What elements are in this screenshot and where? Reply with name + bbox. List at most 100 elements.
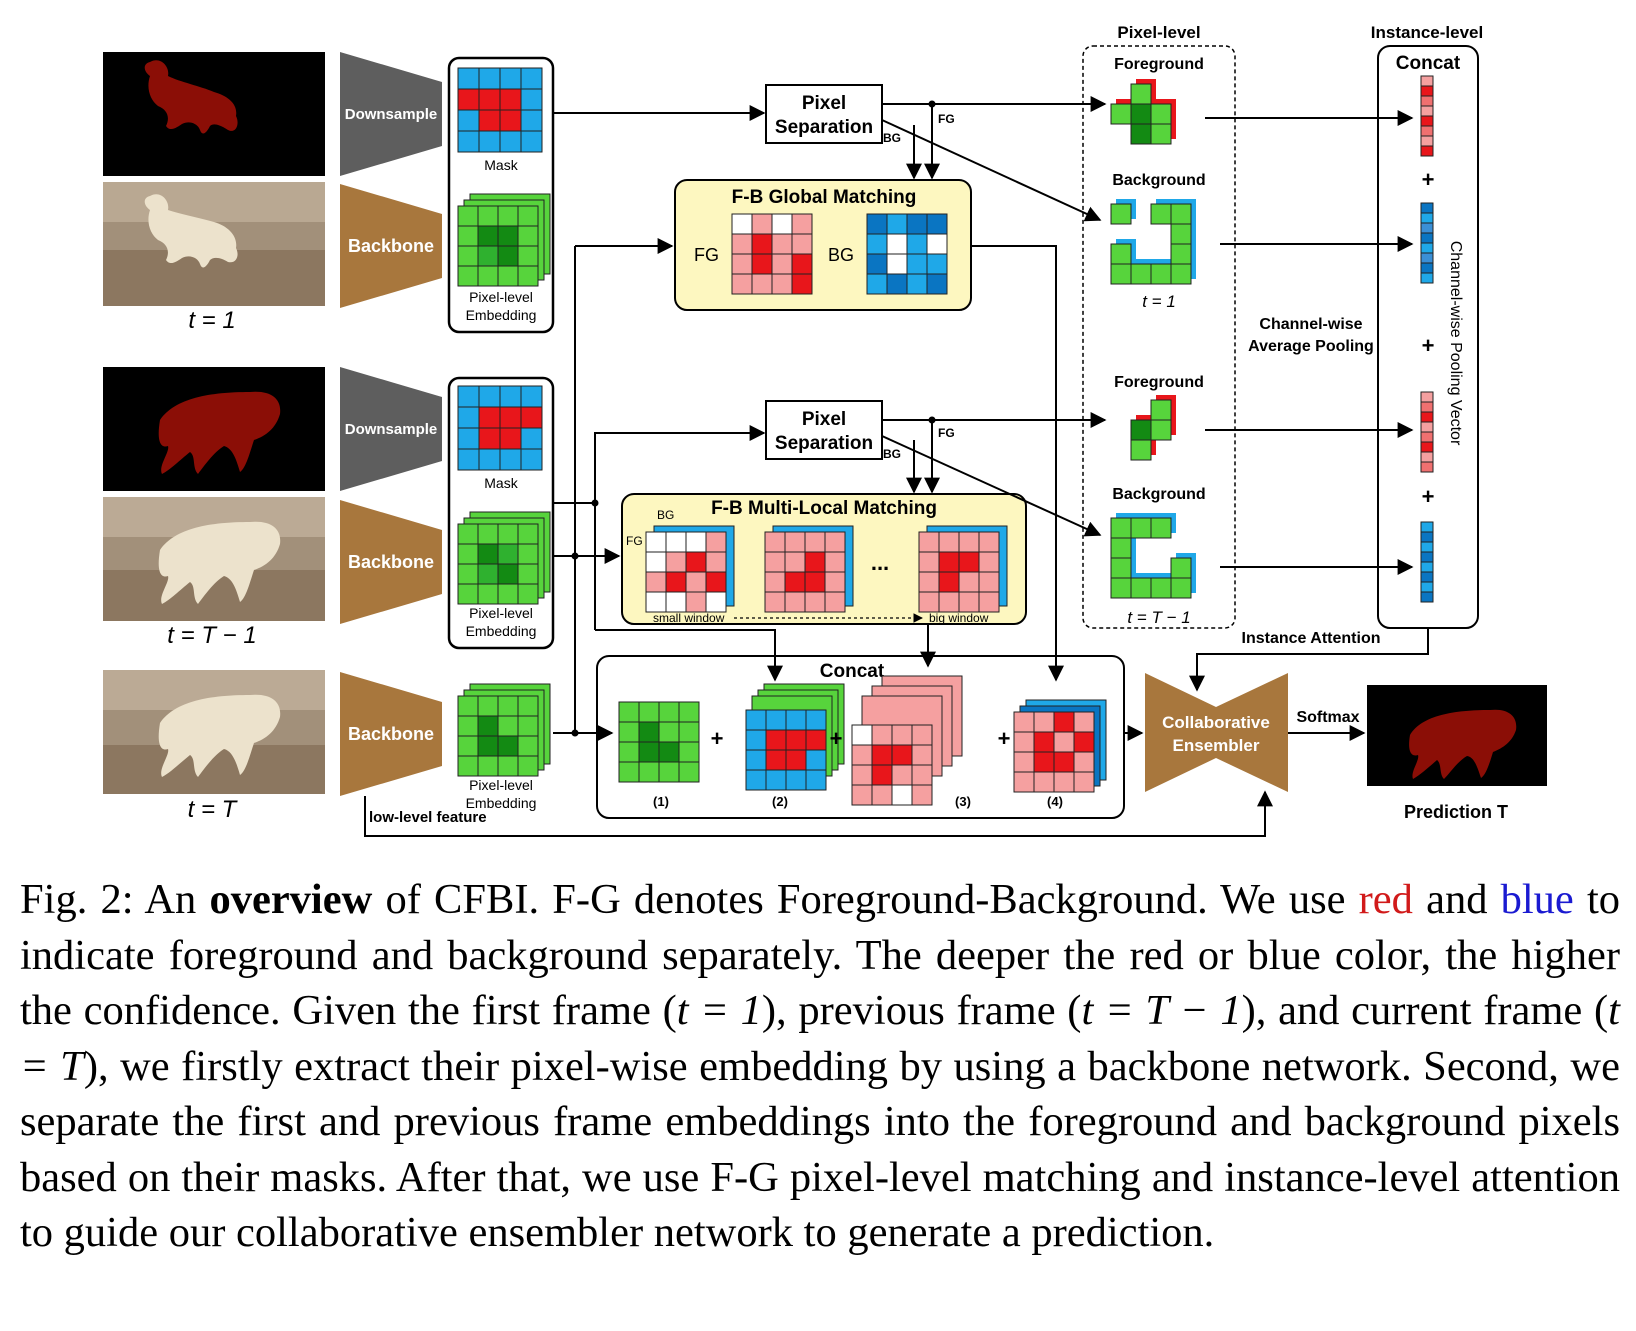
cube-cell bbox=[517, 543, 539, 565]
mask-cell bbox=[520, 427, 543, 450]
vector-cell bbox=[1420, 571, 1434, 583]
cube-cell bbox=[497, 715, 519, 737]
cube-cell bbox=[638, 741, 660, 763]
local-cell bbox=[978, 551, 1000, 573]
embedding-label-prev-2: Embedding bbox=[466, 623, 537, 639]
instance-concat-label: Concat bbox=[1396, 53, 1461, 74]
cube-cell bbox=[497, 755, 519, 777]
mask-cell bbox=[520, 385, 543, 408]
match-cell bbox=[731, 273, 753, 295]
concat-plus-3: + bbox=[998, 726, 1011, 751]
local-cell bbox=[918, 571, 940, 593]
local-cell bbox=[705, 571, 727, 593]
mask-cell bbox=[499, 88, 522, 111]
mask-cell bbox=[520, 67, 543, 90]
concat-cell bbox=[871, 764, 893, 786]
panel-first bbox=[447, 56, 555, 334]
plus-3: + bbox=[1422, 484, 1435, 509]
local-cell bbox=[824, 551, 846, 573]
px-cell bbox=[1150, 203, 1172, 225]
local-cell bbox=[958, 551, 980, 573]
downsample-trapezoid-prev: Downsample bbox=[340, 367, 442, 491]
cube-cell bbox=[477, 563, 499, 585]
bg-tag-prev: BG bbox=[883, 447, 901, 461]
local-cell bbox=[645, 571, 667, 593]
px-cell bbox=[1170, 223, 1192, 245]
concat-cell bbox=[911, 784, 933, 806]
concat-plus-2: + bbox=[830, 726, 843, 751]
local-cell bbox=[824, 571, 846, 593]
mask-cell bbox=[520, 130, 543, 153]
vector-cell bbox=[1420, 85, 1434, 97]
mask-cell bbox=[478, 109, 501, 132]
px-cell bbox=[1110, 263, 1132, 285]
vector-cell bbox=[1420, 401, 1434, 413]
local-cell bbox=[685, 571, 707, 593]
cube-cell bbox=[658, 701, 680, 723]
local-cell bbox=[645, 591, 667, 613]
px-cell bbox=[1110, 537, 1132, 559]
match-cell bbox=[751, 273, 773, 295]
match-cell bbox=[771, 253, 793, 275]
vector-cell bbox=[1420, 145, 1434, 157]
embedding-label-prev-1: Pixel-level bbox=[469, 605, 533, 621]
time-label-t1: t = 1 bbox=[188, 307, 235, 334]
cube-cell bbox=[517, 523, 539, 545]
local-cell bbox=[784, 531, 806, 553]
mask-cell bbox=[457, 448, 480, 471]
local-cell bbox=[824, 531, 846, 553]
px-cell bbox=[1130, 103, 1152, 125]
match-cell bbox=[886, 253, 908, 275]
match-cell bbox=[906, 253, 928, 275]
match-cell bbox=[791, 273, 813, 295]
match-cell bbox=[886, 273, 908, 295]
local-cell bbox=[665, 571, 687, 593]
vector-cell bbox=[1420, 105, 1434, 117]
local-cell bbox=[764, 591, 786, 613]
cube-cell bbox=[497, 225, 519, 247]
cube-cell bbox=[477, 695, 499, 717]
match-cell bbox=[771, 273, 793, 295]
local-cell bbox=[764, 531, 786, 553]
vector-cell bbox=[1420, 272, 1434, 284]
cube-cell bbox=[497, 523, 519, 545]
concat-item-3: (3) bbox=[955, 794, 971, 809]
fg-label-first: Foreground bbox=[1114, 56, 1204, 73]
cube-cell bbox=[678, 761, 700, 783]
cube-cell bbox=[638, 701, 660, 723]
concat-cell bbox=[745, 769, 767, 791]
concat-cell bbox=[765, 749, 787, 771]
mask-cell bbox=[520, 88, 543, 111]
cube-cell bbox=[457, 735, 479, 757]
vector-cell bbox=[1420, 262, 1434, 274]
cube-cell bbox=[477, 225, 499, 247]
cube-cell bbox=[497, 543, 519, 565]
cube-cell bbox=[658, 761, 680, 783]
panel-prev bbox=[447, 376, 555, 650]
cube-cell bbox=[497, 563, 519, 585]
vector-cell bbox=[1420, 441, 1434, 453]
concat-plus-1: + bbox=[711, 726, 724, 751]
vector-cell bbox=[1420, 541, 1434, 553]
backbone-trapezoid-current: Backbone bbox=[340, 672, 442, 796]
local-cell bbox=[918, 591, 940, 613]
cube-cell bbox=[477, 715, 499, 737]
px-cell bbox=[1130, 577, 1152, 599]
concat-cell bbox=[745, 729, 767, 751]
local-cell bbox=[938, 591, 960, 613]
concat-cell bbox=[1013, 731, 1035, 753]
embedding-cube-prev bbox=[457, 511, 551, 605]
concat-cell bbox=[871, 724, 893, 746]
embedding-cube-current bbox=[457, 683, 551, 777]
pixel-separation-box-first: Pixel Separation bbox=[765, 84, 883, 144]
concat-panel bbox=[596, 655, 1125, 819]
match-cell bbox=[926, 273, 948, 295]
vector-cell bbox=[1420, 561, 1434, 573]
instance-level-title: Instance-level bbox=[1371, 23, 1483, 42]
concat-cell bbox=[1013, 711, 1035, 733]
local-cell bbox=[645, 551, 667, 573]
cube-cell bbox=[457, 695, 479, 717]
concat-cell bbox=[805, 749, 827, 771]
local-cell bbox=[824, 591, 846, 613]
local-cell bbox=[685, 591, 707, 613]
